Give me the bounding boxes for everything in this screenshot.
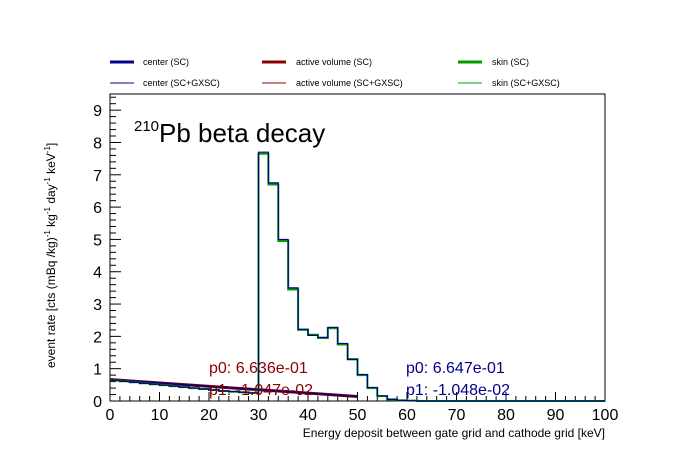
fit-label-p1-blue: p1: -1.048e-02 [406,382,510,399]
chart-title: 210Pb beta decay [134,118,325,148]
fit-label-p0-red: p0: 6.636e-01 [209,360,308,377]
data-series [110,151,605,402]
fit-label-p1-red: p1: -1.047e-02 [209,382,313,399]
series-line [110,151,605,402]
x-tick-label: 80 [497,407,515,424]
y-tick-label: 5 [93,232,102,249]
legend-label-center-sc: center (SC) [143,57,189,67]
title-isotope-mass: 210 [134,118,159,135]
legend-label-center-gxsc: center (SC+GXSC) [143,78,220,88]
x-tick-label: 70 [448,407,466,424]
fit-lines [109,378,358,398]
legend-label-active-sc: active volume (SC) [296,57,372,67]
legend-label-skin-sc: skin (SC) [492,57,529,67]
x-tick-label: 90 [547,407,565,424]
legend-label-skin-gxsc: skin (SC+GXSC) [492,78,560,88]
y-label-mid3: keV [44,153,58,177]
y-label-prefix: event rate [cts (mBq /kg) [44,237,58,368]
y-tick-label: 1 [93,362,102,379]
x-tick-label: 40 [299,407,317,424]
y-label-mid2: day [44,184,58,207]
title-text: Pb beta decay [159,118,325,148]
y-tick-label: 8 [93,135,102,152]
tick-labels: 0 10 20 30 40 50 60 70 80 90 100 0 1 2 3 4 5 6 7 8 9 [93,103,618,424]
axis-ticks [109,96,606,402]
x-tick-label: 20 [200,407,218,424]
fit-line [109,378,358,398]
fit-label-p0-blue: p0: 6.647e-01 [406,360,505,377]
x-axis-label: Energy deposit between gate grid and cat… [303,426,605,440]
y-tick-label: 2 [93,329,102,346]
y-label-mid1: kg [44,214,58,230]
y-tick-label: 3 [93,297,102,314]
y-label-exp4: -1 [43,146,52,154]
x-tick-label: 0 [106,407,115,424]
legend-label-active-gxsc: active volume (SC+GXSC) [296,78,403,88]
y-label-exp1: -1 [43,230,52,238]
y-tick-label: 9 [93,103,102,120]
y-label-suffix: ] [44,143,58,146]
y-tick-label: 4 [93,265,102,282]
legend: center (SC) active volume (SC) skin (SC)… [110,57,560,88]
x-tick-label: 60 [398,407,416,424]
y-tick-label: 0 [93,394,102,411]
y-label-exp3: -1 [43,177,52,185]
x-tick-label: 10 [151,407,169,424]
y-tick-label: 7 [93,168,102,185]
y-tick-label: 6 [93,200,102,217]
y-label-exp2: -1 [43,206,52,214]
x-tick-label: 50 [349,407,367,424]
x-tick-label: 30 [250,407,268,424]
x-tick-label: 100 [592,407,619,424]
y-axis-label: event rate [cts (mBq /kg)-1 kg-1 day-1 k… [43,143,58,368]
